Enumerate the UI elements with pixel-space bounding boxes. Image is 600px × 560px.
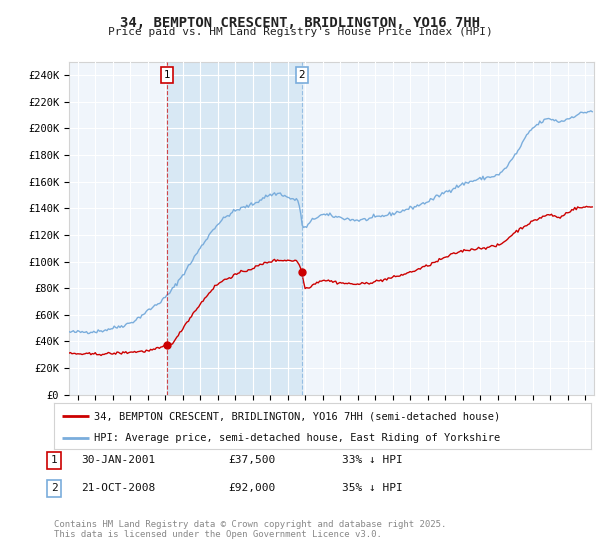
Bar (167, 62, 302, 395)
Text: 1: 1 (50, 455, 58, 465)
Text: 2: 2 (50, 483, 58, 493)
Text: Contains HM Land Registry data © Crown copyright and database right 2025.
This d: Contains HM Land Registry data © Crown c… (54, 520, 446, 539)
Text: 34, BEMPTON CRESCENT, BRIDLINGTON, YO16 7HH (semi-detached house): 34, BEMPTON CRESCENT, BRIDLINGTON, YO16 … (94, 411, 500, 421)
Text: 34, BEMPTON CRESCENT, BRIDLINGTON, YO16 7HH: 34, BEMPTON CRESCENT, BRIDLINGTON, YO16 … (120, 16, 480, 30)
Text: £37,500: £37,500 (228, 455, 275, 465)
Text: £92,000: £92,000 (228, 483, 275, 493)
Text: 21-OCT-2008: 21-OCT-2008 (81, 483, 155, 493)
Text: 30-JAN-2001: 30-JAN-2001 (81, 455, 155, 465)
Text: HPI: Average price, semi-detached house, East Riding of Yorkshire: HPI: Average price, semi-detached house,… (94, 433, 500, 442)
Text: 33% ↓ HPI: 33% ↓ HPI (342, 455, 403, 465)
Text: 1: 1 (163, 70, 170, 80)
Text: Price paid vs. HM Land Registry's House Price Index (HPI): Price paid vs. HM Land Registry's House … (107, 27, 493, 37)
Text: 35% ↓ HPI: 35% ↓ HPI (342, 483, 403, 493)
Text: 2: 2 (298, 70, 305, 80)
